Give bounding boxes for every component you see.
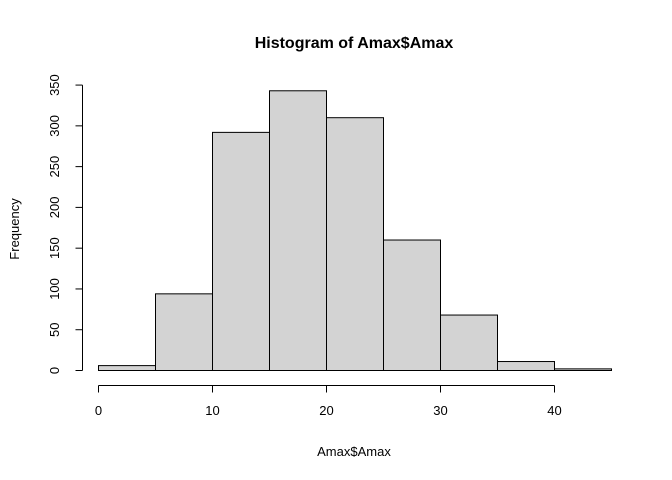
x-tick-label-30: 30 — [433, 403, 447, 418]
histogram-bar-5 — [383, 239, 441, 371]
y-tick-label-50: 50 — [47, 322, 62, 336]
x-tick-label-0: 0 — [95, 403, 102, 418]
y-tick-label-200: 200 — [47, 197, 62, 219]
y-tick-label-300: 300 — [47, 115, 62, 137]
x-axis-label: Amax$Amax — [317, 444, 391, 459]
chart-title: Histogram of Amax$Amax — [255, 35, 454, 52]
histogram-bar-3 — [269, 90, 327, 371]
histogram-bar-2 — [212, 131, 270, 371]
histogram-bar-6 — [440, 314, 498, 371]
y-tick-label-350: 350 — [47, 74, 62, 96]
histogram-bar-8 — [554, 368, 612, 371]
y-tick-label-0: 0 — [47, 367, 62, 374]
histogram-bar-0 — [98, 365, 156, 371]
histogram-bar-7 — [497, 361, 555, 372]
x-tick-label-40: 40 — [547, 403, 561, 418]
y-tick-label-250: 250 — [47, 156, 62, 178]
histogram-bar-4 — [326, 117, 384, 371]
y-axis: 0 50 100 150 200 250 300 350 — [47, 74, 83, 374]
y-axis-label: Frequency — [7, 198, 22, 260]
y-tick-label-100: 100 — [47, 278, 62, 300]
x-tick-label-20: 20 — [319, 403, 333, 418]
x-tick-label-10: 10 — [205, 403, 219, 418]
x-axis: 0 10 20 30 40 — [95, 385, 562, 418]
y-tick-label-150: 150 — [47, 237, 62, 259]
bars-group — [98, 90, 612, 372]
histogram-bar-1 — [155, 293, 213, 371]
